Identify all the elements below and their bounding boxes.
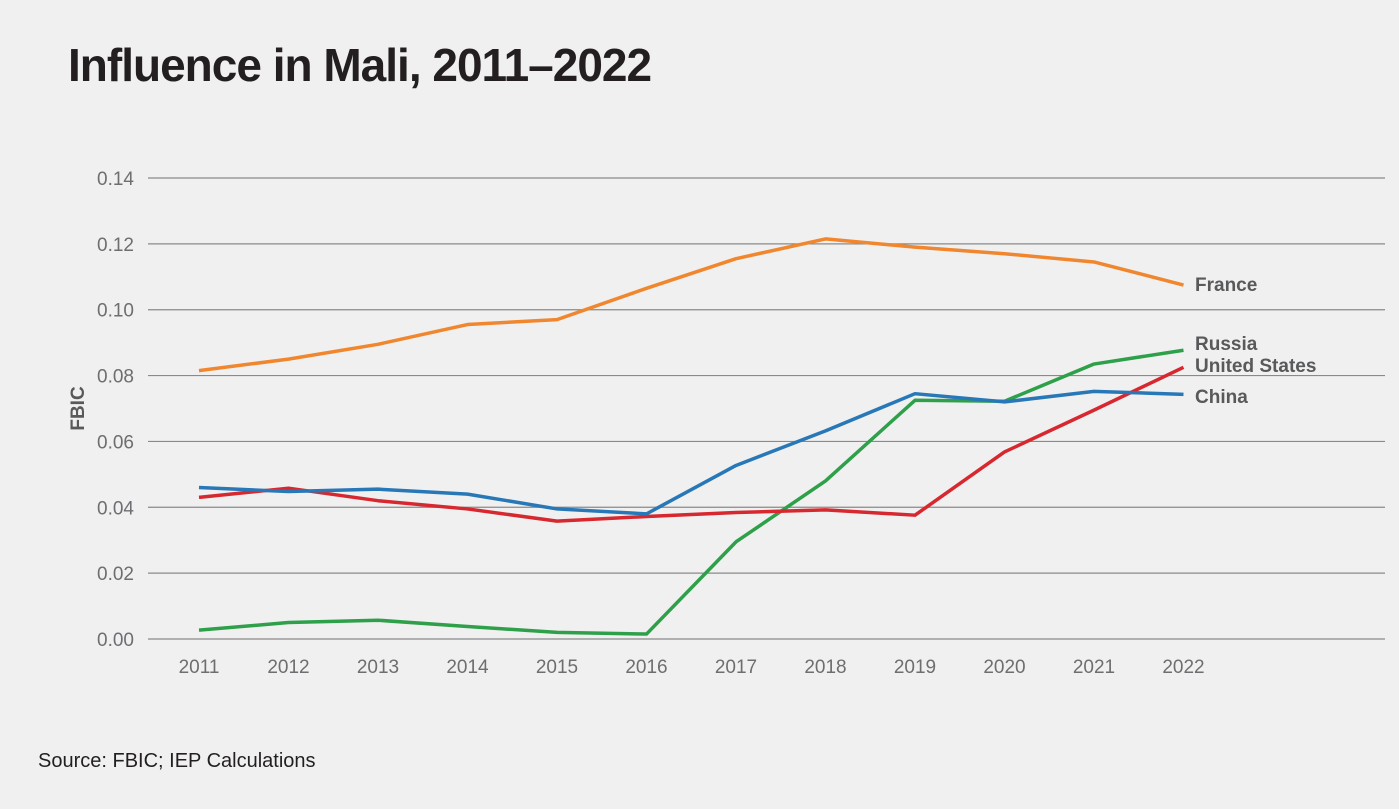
x-tick-label: 2016 (625, 657, 667, 678)
x-tick-label: 2012 (267, 657, 309, 678)
x-tick-label: 2011 (179, 657, 220, 678)
x-tick-label: 2017 (715, 657, 757, 678)
series-line-united-states (198, 365, 1185, 523)
source-note: Source: FBIC; IEP Calculations (38, 750, 316, 772)
series-label-united-states: United States (1195, 356, 1316, 377)
y-tick-label: 0.12 (97, 235, 134, 256)
series-line-russia (198, 348, 1184, 636)
x-tick-label: 2018 (804, 657, 846, 678)
y-tick-label: 0.08 (97, 367, 134, 388)
x-tick-label: 2013 (357, 657, 399, 678)
x-tick-label: 2014 (446, 657, 489, 678)
x-tick-label: 2015 (536, 657, 578, 678)
series-line-china (198, 389, 1184, 516)
y-axis-label: FBIC (68, 386, 89, 431)
y-tick-label: 0.04 (97, 498, 134, 519)
x-tick-label: 2019 (894, 657, 936, 678)
series-label-russia: Russia (1195, 334, 1258, 355)
x-tick-label: 2021 (1073, 657, 1115, 678)
y-tick-label: 0.00 (97, 630, 134, 651)
y-tick-label: 0.10 (97, 301, 134, 322)
x-tick-label: 2022 (1162, 657, 1204, 678)
series-label-france: France (1195, 275, 1257, 296)
y-tick-label: 0.02 (97, 564, 134, 585)
series-label-china: China (1195, 387, 1248, 408)
y-tick-label: 0.14 (97, 169, 134, 190)
x-tick-label: 2020 (983, 657, 1025, 678)
y-tick-label: 0.06 (97, 432, 134, 453)
chart-title: Influence in Mali, 2011–2022 (68, 39, 652, 91)
series-line-france (198, 237, 1184, 373)
